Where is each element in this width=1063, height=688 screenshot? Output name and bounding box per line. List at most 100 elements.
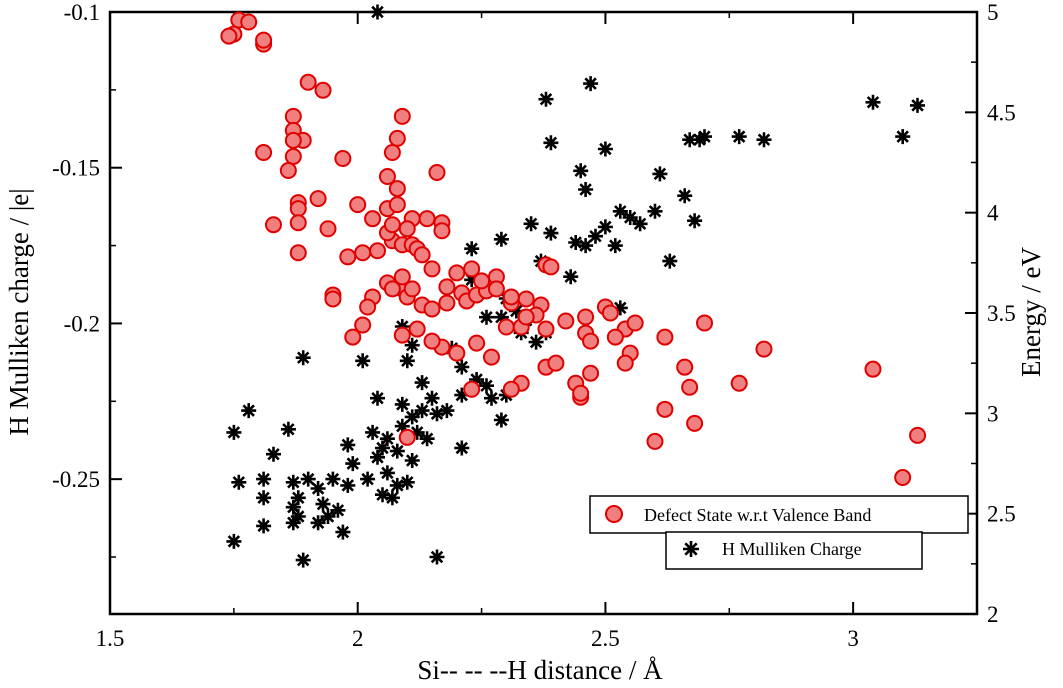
data-point-star: [687, 213, 703, 229]
y2-tick-label: 4.5: [987, 100, 1016, 125]
data-point-star: [340, 477, 356, 493]
data-point-circle: [463, 380, 481, 398]
data-point-star: [543, 225, 559, 241]
data-point-star: [399, 353, 415, 369]
data-point-circle: [428, 164, 446, 182]
data-point-star: [315, 496, 331, 512]
data-point-star: [429, 549, 445, 565]
data-point-circle: [423, 260, 441, 278]
data-point-star: [563, 269, 579, 285]
data-point-star: [340, 437, 356, 453]
data-point-circle: [388, 180, 406, 198]
data-point-circle: [582, 364, 600, 382]
data-point-circle: [438, 294, 456, 312]
data-point-star: [404, 337, 420, 353]
data-point-star: [568, 235, 584, 250]
data-point-star: [424, 390, 440, 406]
data-point-star: [523, 216, 539, 232]
data-point-star: [464, 272, 480, 288]
data-point-star: [290, 490, 306, 506]
data-point-circle: [423, 300, 441, 318]
data-point-star: [345, 456, 361, 472]
data-point-star: [365, 424, 381, 440]
data-point-star: [404, 453, 420, 468]
data-point-circle: [864, 360, 882, 378]
data-point-circle: [398, 428, 416, 446]
data-point-star: [375, 440, 390, 456]
data-point-star: [622, 210, 638, 225]
data-point-star: [360, 471, 376, 487]
data-point-star: [756, 132, 772, 148]
data-point-star: [583, 76, 599, 92]
data-point-star: [543, 135, 559, 151]
data-point-star: [394, 418, 410, 434]
x-tick-label: 3: [847, 626, 859, 651]
data-point-circle: [388, 129, 406, 147]
data-point-star: [231, 474, 247, 490]
data-point-star: [330, 502, 346, 518]
data-point-circle: [423, 332, 441, 350]
data-point-circle: [547, 354, 565, 372]
data-point-circle: [463, 260, 481, 278]
data-point-star: [394, 396, 410, 412]
data-point-circle: [359, 298, 377, 316]
data-point-star: [320, 509, 336, 524]
data-point-star: [607, 238, 623, 254]
data-point-circle: [349, 196, 367, 214]
x-axis-title: Si-- -- --H distance / Å: [417, 655, 663, 685]
y2-tick-label: 3: [987, 401, 999, 426]
data-point-circle: [542, 258, 560, 276]
data-point-star: [241, 403, 257, 419]
data-point-circle: [468, 334, 486, 352]
data-point-star: [404, 409, 420, 425]
data-point-star: [379, 465, 395, 481]
data-point-circle: [264, 216, 282, 234]
data-point-circle: [408, 320, 426, 338]
data-point-circle: [626, 314, 644, 332]
y-tick-label: -0.15: [52, 156, 100, 181]
data-point-star: [479, 309, 494, 325]
data-point-star: [355, 353, 371, 369]
data-point-circle: [656, 400, 674, 418]
data-point-circle: [393, 326, 411, 344]
data-point-star: [266, 446, 281, 462]
data-point-circle: [894, 469, 912, 487]
data-point-circle: [502, 380, 520, 398]
data-point-circle: [448, 264, 466, 282]
data-point-star: [285, 474, 301, 490]
data-point-star: [479, 378, 494, 394]
data-point-circle: [319, 220, 337, 238]
data-point-circle: [284, 107, 302, 125]
legend-circle-marker: [605, 505, 623, 523]
data-point-star: [379, 431, 395, 447]
data-point-circle: [324, 290, 342, 308]
data-point-star: [677, 188, 693, 204]
data-point-star: [429, 406, 445, 422]
data-point-star: [682, 132, 698, 148]
data-point-circle: [557, 312, 575, 330]
data-point-star: [285, 499, 301, 515]
data-point-star: [612, 203, 628, 219]
data-point-star: [528, 334, 544, 350]
data-point-star: [493, 231, 509, 247]
data-point-circle: [502, 288, 520, 306]
legend-box-defect-state: [589, 495, 969, 534]
data-point-circle: [403, 280, 421, 298]
y2-tick-label: 2: [987, 602, 999, 627]
data-point-star: [578, 182, 594, 197]
data-point-star: [226, 424, 242, 440]
data-point-circle: [686, 414, 704, 432]
data-point-star: [493, 309, 509, 325]
legend-star-marker: [683, 541, 699, 557]
data-point-circle: [369, 242, 387, 260]
data-point-circle: [393, 268, 411, 286]
data-point-star: [295, 350, 311, 366]
data-point-circle: [255, 143, 273, 161]
data-point-circle: [354, 244, 372, 262]
data-point-star: [280, 421, 296, 437]
y2-tick-label: 4: [987, 201, 999, 226]
data-point-star: [612, 300, 628, 316]
data-point-circle: [220, 27, 238, 45]
data-point-circle: [240, 13, 258, 31]
